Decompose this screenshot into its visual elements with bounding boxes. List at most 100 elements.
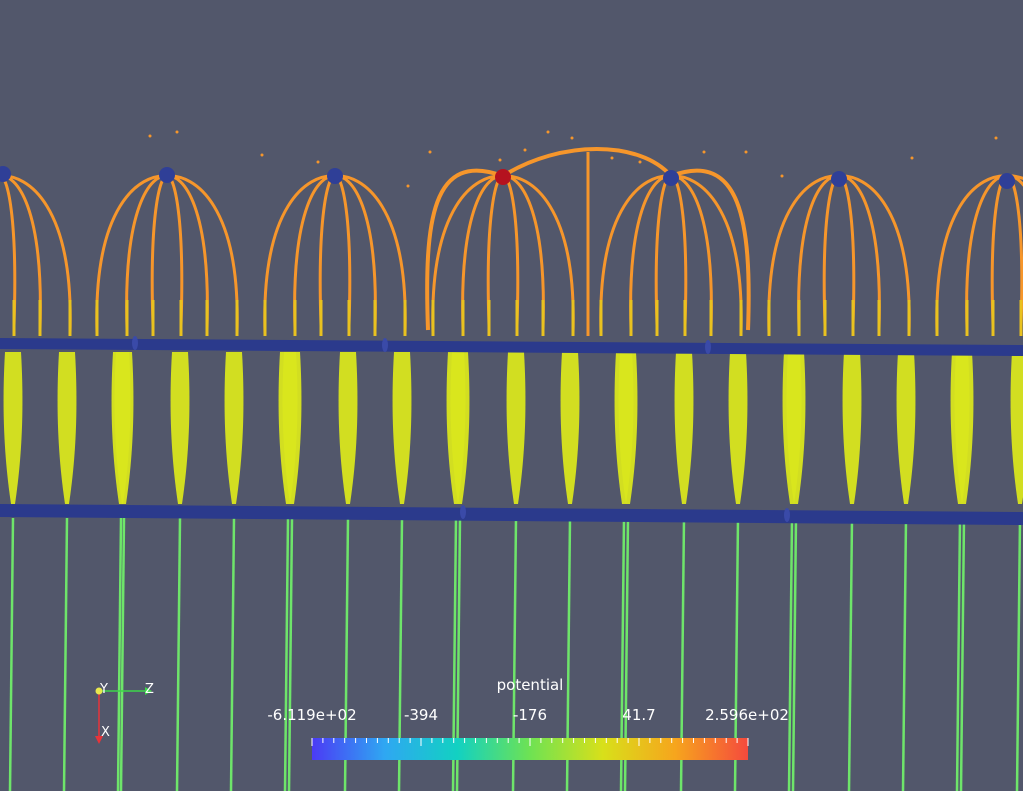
rod-joint: [705, 340, 711, 354]
field-line-lobe: [896, 352, 916, 504]
field-line-loop: [599, 174, 743, 335]
field-line-loop: [293, 174, 377, 331]
field-line-stem: [955, 517, 962, 791]
y-axis-label: Y: [99, 682, 108, 697]
field-line-loop: [0, 174, 72, 335]
field-line-loop: [150, 174, 184, 327]
field-particle: [994, 136, 998, 140]
field-lines-middle: [3, 352, 1023, 504]
field-loop-group: [0, 174, 72, 336]
electrode: [831, 171, 847, 187]
field-line-lobe: [450, 352, 470, 504]
field-particle: [610, 156, 614, 160]
field-particle: [523, 148, 527, 152]
field-line-loop: [935, 174, 1023, 335]
scalar-bar-ticks: [311, 738, 749, 746]
field-line-stem: [787, 517, 794, 791]
rod-joint: [784, 508, 790, 522]
field-line-lobe: [786, 352, 806, 504]
field-line-loop: [965, 174, 1023, 331]
field-line-stem: [1015, 517, 1022, 791]
orientation-axes[interactable]: Y Z X: [95, 682, 154, 744]
field-line-lobe: [506, 352, 526, 504]
rod-joint: [132, 336, 138, 350]
rod-joint: [382, 338, 388, 352]
field-particle: [702, 150, 706, 154]
field-line-stem: [62, 517, 69, 791]
electrode: [159, 167, 175, 183]
field-particle: [744, 150, 748, 154]
field-particle: [638, 160, 642, 164]
field-line-lobe: [1010, 352, 1023, 504]
field-particle: [570, 136, 574, 140]
x-axis-label: X: [101, 725, 110, 740]
field-loop-group: [935, 174, 1023, 336]
field-line-lobe: [114, 352, 134, 504]
field-line-loop: [629, 174, 713, 331]
field-particle: [175, 130, 179, 134]
field-line-loop: [797, 174, 881, 331]
field-line-lobe: [842, 352, 862, 504]
field-line-lobe: [618, 352, 638, 504]
scalar-bar-tick-label: 2.596e+02: [705, 706, 789, 724]
field-line-loop: [990, 174, 1023, 327]
electrodes: [0, 166, 1015, 189]
z-axis-arrow: [145, 687, 152, 695]
field-line-loop: [318, 174, 352, 327]
electrode: [0, 166, 11, 182]
field-particle: [428, 150, 432, 154]
y-axis-origin: [95, 687, 103, 695]
field-line-lobe: [954, 352, 974, 504]
field-particle: [910, 156, 914, 160]
field-line-stem: [959, 517, 966, 791]
x-axis-arrow: [95, 736, 103, 744]
conductor-rod: [0, 504, 1023, 525]
field-line-stem: [901, 517, 908, 791]
field-loop-group: [599, 174, 743, 336]
conductor-rod: [0, 338, 1023, 356]
scalar-bar-tick-label: -394: [404, 706, 438, 724]
rod-joint: [460, 505, 466, 519]
field-line-stem: [287, 517, 294, 791]
field-line-loop: [431, 174, 575, 335]
field-line-lobe: [57, 352, 77, 504]
electrode: [327, 168, 343, 184]
field-line-stem: [847, 517, 854, 791]
field-line-loop: [95, 174, 239, 335]
field-lines-upper: [0, 130, 1023, 336]
field-line-loop: [486, 174, 520, 327]
field-line-lobe: [282, 352, 302, 504]
scalar-bar-title: potential: [497, 676, 564, 694]
field-line-stem: [8, 517, 15, 791]
field-line-loop: [654, 174, 688, 327]
z-axis-label: Z: [145, 682, 154, 697]
field-line-loop: [767, 174, 911, 335]
field-line-loop: [0, 174, 17, 327]
field-particle: [260, 153, 264, 157]
active-electrode: [495, 169, 511, 185]
field-line-stem: [229, 517, 236, 791]
field-line-stem: [283, 517, 290, 791]
field-line-lobe: [728, 352, 748, 504]
field-line-lobe: [3, 352, 23, 504]
field-particle: [148, 134, 152, 138]
field-line-lobe: [392, 352, 412, 504]
scalar-bar[interactable]: potential -6.119e+02 -394 -176 41.7 2.59…: [267, 676, 789, 760]
field-line-loop: [125, 174, 209, 331]
field-loop-group: [95, 174, 239, 336]
field-loop-group: [767, 174, 911, 336]
field-loop-group: [263, 174, 407, 336]
scalar-bar-tick-label: 41.7: [622, 706, 655, 724]
field-line-stem: [175, 517, 182, 791]
scalar-bar-tick-label: -6.119e+02: [267, 706, 356, 724]
field-line-loop: [822, 174, 856, 327]
field-line-loop: [461, 174, 545, 331]
field-line-lobe: [674, 352, 694, 504]
field-particle: [780, 174, 784, 178]
field-line-lobe: [560, 352, 580, 504]
field-loop-group: [431, 174, 575, 336]
field-particle: [406, 184, 410, 188]
field-line-arch: [425, 147, 751, 331]
electrode: [999, 173, 1015, 189]
